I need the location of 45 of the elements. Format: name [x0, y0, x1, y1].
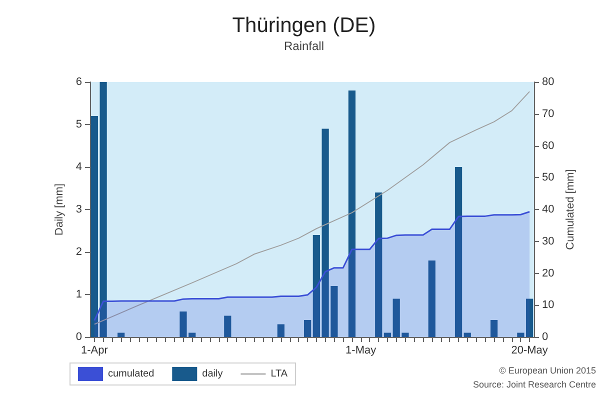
y2-tick-label: 10 — [542, 299, 554, 312]
bar — [304, 320, 312, 337]
x-tick-label: 1-Apr — [80, 344, 108, 356]
y2-tick-label: 30 — [542, 235, 554, 248]
bar — [464, 332, 471, 337]
y2-tick-label: 70 — [542, 108, 554, 120]
bar — [100, 82, 107, 337]
y-tick-label: 5 — [76, 118, 82, 130]
y-tick-label: 0 — [76, 331, 82, 343]
legend-label: daily — [202, 368, 223, 380]
bar — [277, 324, 284, 337]
y2-tick-label: 60 — [542, 140, 554, 152]
x-tick-label: 1-May — [346, 344, 377, 356]
bar — [348, 90, 356, 337]
bar — [118, 332, 125, 337]
bar — [90, 116, 98, 337]
y-tick-label: 6 — [76, 76, 82, 88]
bar — [375, 192, 382, 337]
y-tick-label: 1 — [76, 288, 82, 300]
x-tick-label: 20-May — [511, 344, 548, 356]
y2-tick-label: 50 — [542, 172, 554, 184]
chart-subtitle: Rainfall — [284, 39, 324, 53]
legend-label: cumulated — [108, 368, 154, 380]
y-tick-label: 3 — [76, 204, 82, 216]
y-tick-label: 4 — [76, 161, 82, 173]
source-note: Source: Joint Research Centre — [472, 380, 596, 390]
bar — [312, 235, 320, 337]
bar — [428, 260, 436, 337]
text: © European Union 2015 — [499, 366, 596, 376]
y2-tick-label: 0 — [542, 331, 548, 343]
bar — [490, 320, 498, 337]
bar — [454, 167, 462, 337]
y-axis-title: Daily [mm] — [53, 184, 66, 236]
legend-label: LTA — [270, 368, 288, 380]
bar — [526, 298, 534, 337]
y2-tick-label: 40 — [542, 204, 554, 216]
chart-title: Thüringen (DE) — [232, 14, 376, 37]
bar — [384, 332, 392, 337]
y2-tick-label: 80 — [542, 76, 554, 88]
bar — [224, 316, 232, 337]
line-series — [94, 91, 530, 325]
y2-axis-title: Cumulated [mm] — [564, 169, 577, 250]
bar — [517, 332, 524, 337]
y2-tick-label: 20 — [542, 267, 554, 280]
y-tick-label: 2 — [76, 246, 82, 258]
